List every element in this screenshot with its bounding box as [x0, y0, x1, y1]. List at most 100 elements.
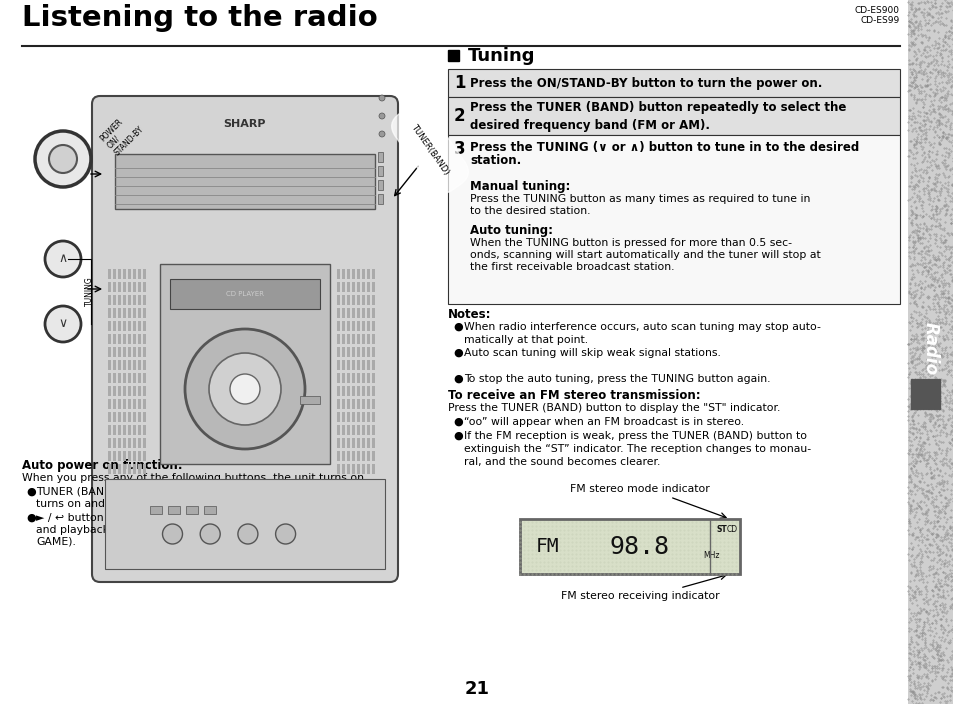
- Bar: [361, 321, 365, 331]
- Bar: [138, 321, 141, 331]
- Bar: [128, 360, 131, 370]
- Bar: [108, 386, 111, 396]
- Bar: [128, 308, 131, 318]
- Bar: [341, 308, 345, 318]
- Bar: [132, 282, 136, 292]
- Bar: [123, 373, 126, 383]
- Bar: [361, 438, 365, 448]
- Bar: [128, 321, 131, 331]
- Bar: [361, 295, 365, 305]
- Bar: [367, 334, 370, 344]
- Bar: [352, 295, 355, 305]
- Bar: [143, 373, 146, 383]
- Bar: [143, 269, 146, 279]
- Text: 1: 1: [454, 74, 465, 92]
- Bar: [118, 308, 121, 318]
- Bar: [372, 399, 375, 409]
- Text: Manual tuning:: Manual tuning:: [470, 180, 570, 193]
- Bar: [372, 451, 375, 461]
- Bar: [108, 334, 111, 344]
- Bar: [170, 279, 319, 309]
- Bar: [118, 347, 121, 357]
- Text: ●: ●: [453, 374, 462, 384]
- Bar: [138, 451, 141, 461]
- Bar: [132, 425, 136, 435]
- Bar: [367, 373, 370, 383]
- Bar: [347, 399, 350, 409]
- Bar: [132, 412, 136, 422]
- Bar: [138, 360, 141, 370]
- Text: matically at that point.: matically at that point.: [463, 335, 587, 345]
- Bar: [932, 379, 934, 409]
- Bar: [336, 334, 339, 344]
- Text: ●: ●: [453, 348, 462, 358]
- Text: FM stereo receiving indicator: FM stereo receiving indicator: [560, 591, 719, 601]
- Bar: [919, 379, 920, 409]
- Bar: [367, 347, 370, 357]
- Bar: [112, 282, 116, 292]
- Bar: [352, 321, 355, 331]
- Bar: [108, 321, 111, 331]
- Bar: [361, 347, 365, 357]
- Bar: [361, 464, 365, 474]
- Bar: [143, 347, 146, 357]
- Bar: [138, 295, 141, 305]
- Bar: [123, 464, 126, 474]
- Bar: [341, 412, 345, 422]
- Bar: [356, 399, 359, 409]
- Bar: [352, 269, 355, 279]
- Bar: [341, 282, 345, 292]
- Bar: [118, 295, 121, 305]
- Bar: [347, 438, 350, 448]
- Bar: [341, 425, 345, 435]
- Bar: [118, 412, 121, 422]
- Bar: [112, 347, 116, 357]
- Text: TUNER(BAND): TUNER(BAND): [409, 122, 451, 176]
- Bar: [143, 399, 146, 409]
- Bar: [372, 334, 375, 344]
- Bar: [372, 425, 375, 435]
- Bar: [108, 347, 111, 357]
- Bar: [347, 295, 350, 305]
- Bar: [377, 152, 382, 162]
- Text: Radio: Radio: [921, 322, 939, 375]
- Text: To receive an FM stereo transmission:: To receive an FM stereo transmission:: [448, 389, 700, 402]
- Circle shape: [45, 306, 81, 342]
- Bar: [347, 347, 350, 357]
- Bar: [336, 438, 339, 448]
- Bar: [112, 321, 116, 331]
- Text: 2: 2: [454, 107, 465, 125]
- Bar: [123, 308, 126, 318]
- Bar: [118, 321, 121, 331]
- Bar: [105, 479, 385, 569]
- Text: ST: ST: [716, 524, 726, 534]
- Bar: [123, 282, 126, 292]
- Bar: [143, 464, 146, 474]
- Bar: [112, 464, 116, 474]
- Bar: [138, 438, 141, 448]
- Bar: [132, 399, 136, 409]
- Bar: [108, 438, 111, 448]
- Bar: [128, 386, 131, 396]
- Bar: [112, 334, 116, 344]
- Bar: [138, 282, 141, 292]
- Text: TUNER (BAND) button (main unit and remote control): The unit: TUNER (BAND) button (main unit and remot…: [36, 487, 379, 497]
- Text: Press the TUNER (BAND) button repeatedly to select the: Press the TUNER (BAND) button repeatedly…: [470, 101, 845, 113]
- Bar: [108, 425, 111, 435]
- Bar: [143, 386, 146, 396]
- Bar: [347, 373, 350, 383]
- Bar: [128, 451, 131, 461]
- Bar: [356, 438, 359, 448]
- Text: ●: ●: [453, 431, 462, 441]
- Bar: [112, 451, 116, 461]
- Bar: [352, 360, 355, 370]
- Bar: [108, 373, 111, 383]
- Bar: [356, 464, 359, 474]
- Bar: [352, 347, 355, 357]
- Bar: [150, 506, 162, 514]
- Text: the first receivable broadcast station.: the first receivable broadcast station.: [470, 262, 674, 272]
- Bar: [367, 412, 370, 422]
- Bar: [112, 386, 116, 396]
- Bar: [377, 180, 382, 190]
- FancyBboxPatch shape: [91, 96, 397, 582]
